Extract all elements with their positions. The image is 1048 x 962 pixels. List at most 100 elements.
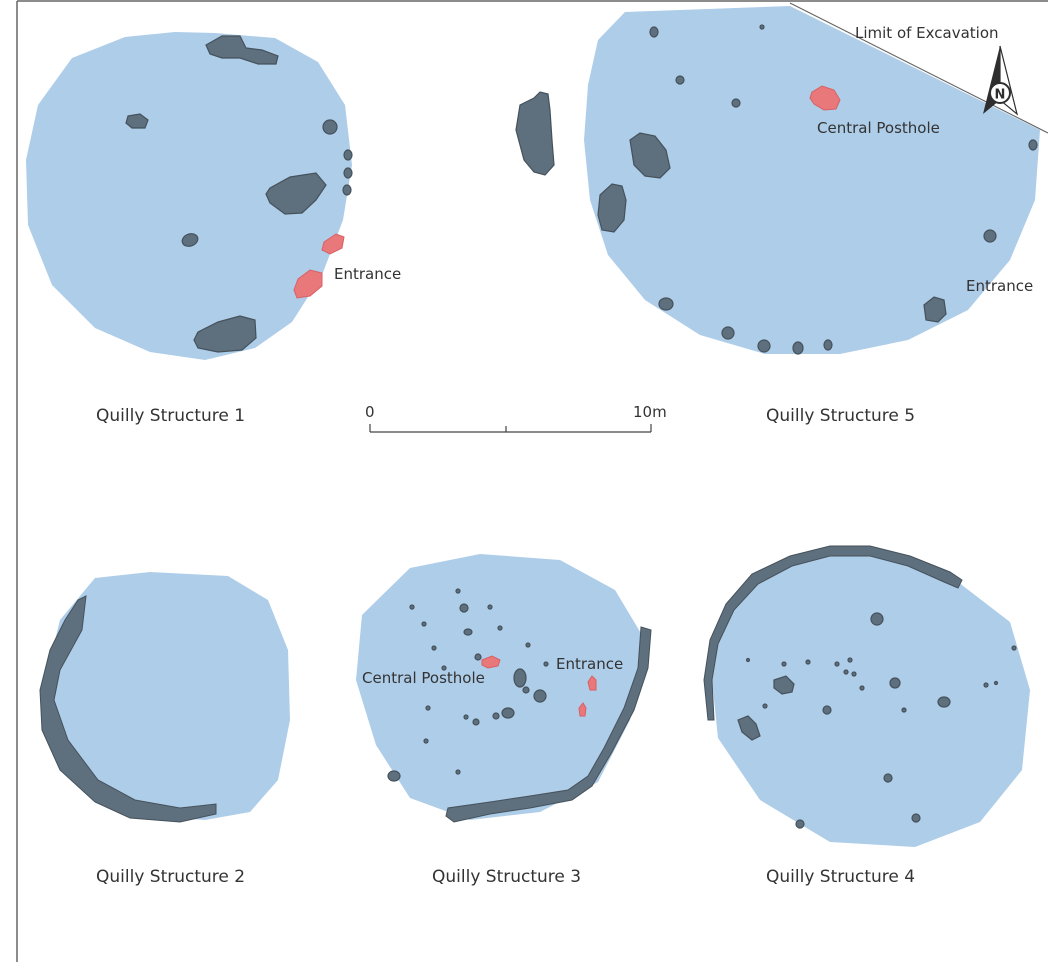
structure-1: Entrance <box>26 32 401 360</box>
structure-2-ring-ditch <box>39 595 217 823</box>
structure-1-posthole <box>321 233 345 255</box>
structure-5: Central Posthole Entrance Limit of Excav… <box>515 2 1048 355</box>
structure-3: Central Posthole Entrance <box>356 554 652 823</box>
structure-5-pit <box>759 24 765 30</box>
north-arrow-icon: N <box>983 45 1019 116</box>
structure-5-pit <box>675 75 685 85</box>
structure-3-pit <box>543 661 549 667</box>
structure-4-pit <box>834 661 840 667</box>
structure-5-pit <box>649 26 659 38</box>
structure-5-caption: Quilly Structure 5 <box>766 406 915 426</box>
structure-1-pit <box>322 119 338 135</box>
structure-4-pit <box>847 657 853 663</box>
structure-3-pit <box>409 604 415 610</box>
structure-3-pit <box>522 686 530 694</box>
structure-3-pit <box>455 769 461 775</box>
structure-3-pit <box>501 707 515 719</box>
structure-5-pit <box>721 326 735 340</box>
structure-4-pit <box>851 671 857 677</box>
structure-3-pit <box>421 621 427 627</box>
structure-3-footprint <box>356 554 645 820</box>
structure-5-pit <box>792 341 804 355</box>
structure-4-pit <box>859 685 865 691</box>
structure-3-pit <box>513 668 527 688</box>
structure-4-pit <box>745 657 751 663</box>
structure-4-caption: Quilly Structure 4 <box>766 867 915 887</box>
structure-4-pit <box>937 696 951 708</box>
scale-bar: 0 10m <box>365 403 667 433</box>
structure-5-footprint <box>584 6 1040 354</box>
structure-3-pit <box>525 642 531 648</box>
structure-5-pit <box>658 297 674 311</box>
structure-3-pit <box>463 628 473 636</box>
structure-3-entrance-label: Entrance <box>556 655 623 673</box>
structure-5-pit <box>983 229 997 243</box>
structure-4-footprint <box>710 548 1030 847</box>
structure-1-caption: Quilly Structure 1 <box>96 406 245 426</box>
structure-4-ring-ditch <box>703 545 963 721</box>
structure-5-pit <box>731 98 741 108</box>
structure-5-pit <box>629 132 671 179</box>
structure-1-pit <box>181 233 199 247</box>
scale-bar-end-label: 10m <box>633 403 667 421</box>
structure-1-pit <box>343 149 353 161</box>
structure-1-entrance-label: Entrance <box>334 265 401 283</box>
limit-of-excavation-label: Limit of Excavation <box>855 24 999 42</box>
structure-1-footprint <box>26 32 352 360</box>
structure-2-caption: Quilly Structure 2 <box>96 867 245 887</box>
structure-1-pit <box>343 167 353 179</box>
structure-3-pit <box>423 738 429 744</box>
structure-3-pit <box>441 665 447 671</box>
structure-2 <box>39 572 290 823</box>
structure-3-pit <box>474 653 482 661</box>
structure-5-pit <box>597 183 627 233</box>
structure-4-pit <box>870 612 884 626</box>
structure-3-pit <box>425 705 431 711</box>
structure-3-pit <box>487 604 493 610</box>
structure-4-pit <box>737 715 761 741</box>
structure-3-ring-ditch <box>445 626 652 823</box>
structure-1-posthole <box>293 269 323 299</box>
structure-3-posthole <box>587 675 597 691</box>
structure-3-posthole <box>578 702 587 717</box>
structure-3-pit <box>455 588 461 594</box>
structure-4-pit <box>911 813 921 823</box>
structure-1-pit <box>265 172 327 215</box>
structure-4 <box>703 545 1030 847</box>
structure-4-pit <box>889 677 901 689</box>
structure-4-pit <box>805 659 811 665</box>
structure-5-pit <box>823 339 833 351</box>
structure-5-pit <box>923 296 947 323</box>
structure-4-pit <box>883 773 893 783</box>
structure-3-caption: Quilly Structure 3 <box>432 867 581 887</box>
structure-4-pit <box>795 819 805 829</box>
structure-3-pit <box>463 714 469 720</box>
structure-4-pit <box>822 705 832 715</box>
structure-4-pit <box>1011 645 1017 651</box>
structure-5-central-posthole <box>809 85 841 111</box>
structure-1-pit <box>125 113 149 129</box>
north-arrow-letter: N <box>995 88 1006 103</box>
structure-5-pit <box>757 339 771 353</box>
structure-1-pit <box>205 35 279 65</box>
structure-5-central-posthole-label: Central Posthole <box>817 119 940 137</box>
structure-1-pit <box>193 315 257 353</box>
structure-3-pit <box>459 603 469 613</box>
scale-bar-start-label: 0 <box>365 403 375 421</box>
structure-3-pit <box>497 625 503 631</box>
structure-3-pit <box>492 712 500 720</box>
limit-of-excavation-line <box>789 2 1048 134</box>
structure-4-pit <box>773 675 795 695</box>
structure-5-pit <box>1028 139 1038 151</box>
structure-3-pit <box>472 718 480 726</box>
structure-3-central-posthole <box>481 655 501 669</box>
structure-3-pit <box>387 770 401 782</box>
structure-3-pit <box>533 689 547 703</box>
structure-4-pit <box>843 669 849 675</box>
structure-5-entrance-label: Entrance <box>966 277 1033 295</box>
structure-3-central-posthole-label: Central Posthole <box>362 669 485 687</box>
structure-5-pit <box>515 91 555 176</box>
structure-1-pit <box>342 184 352 196</box>
structure-2-footprint <box>45 572 290 820</box>
